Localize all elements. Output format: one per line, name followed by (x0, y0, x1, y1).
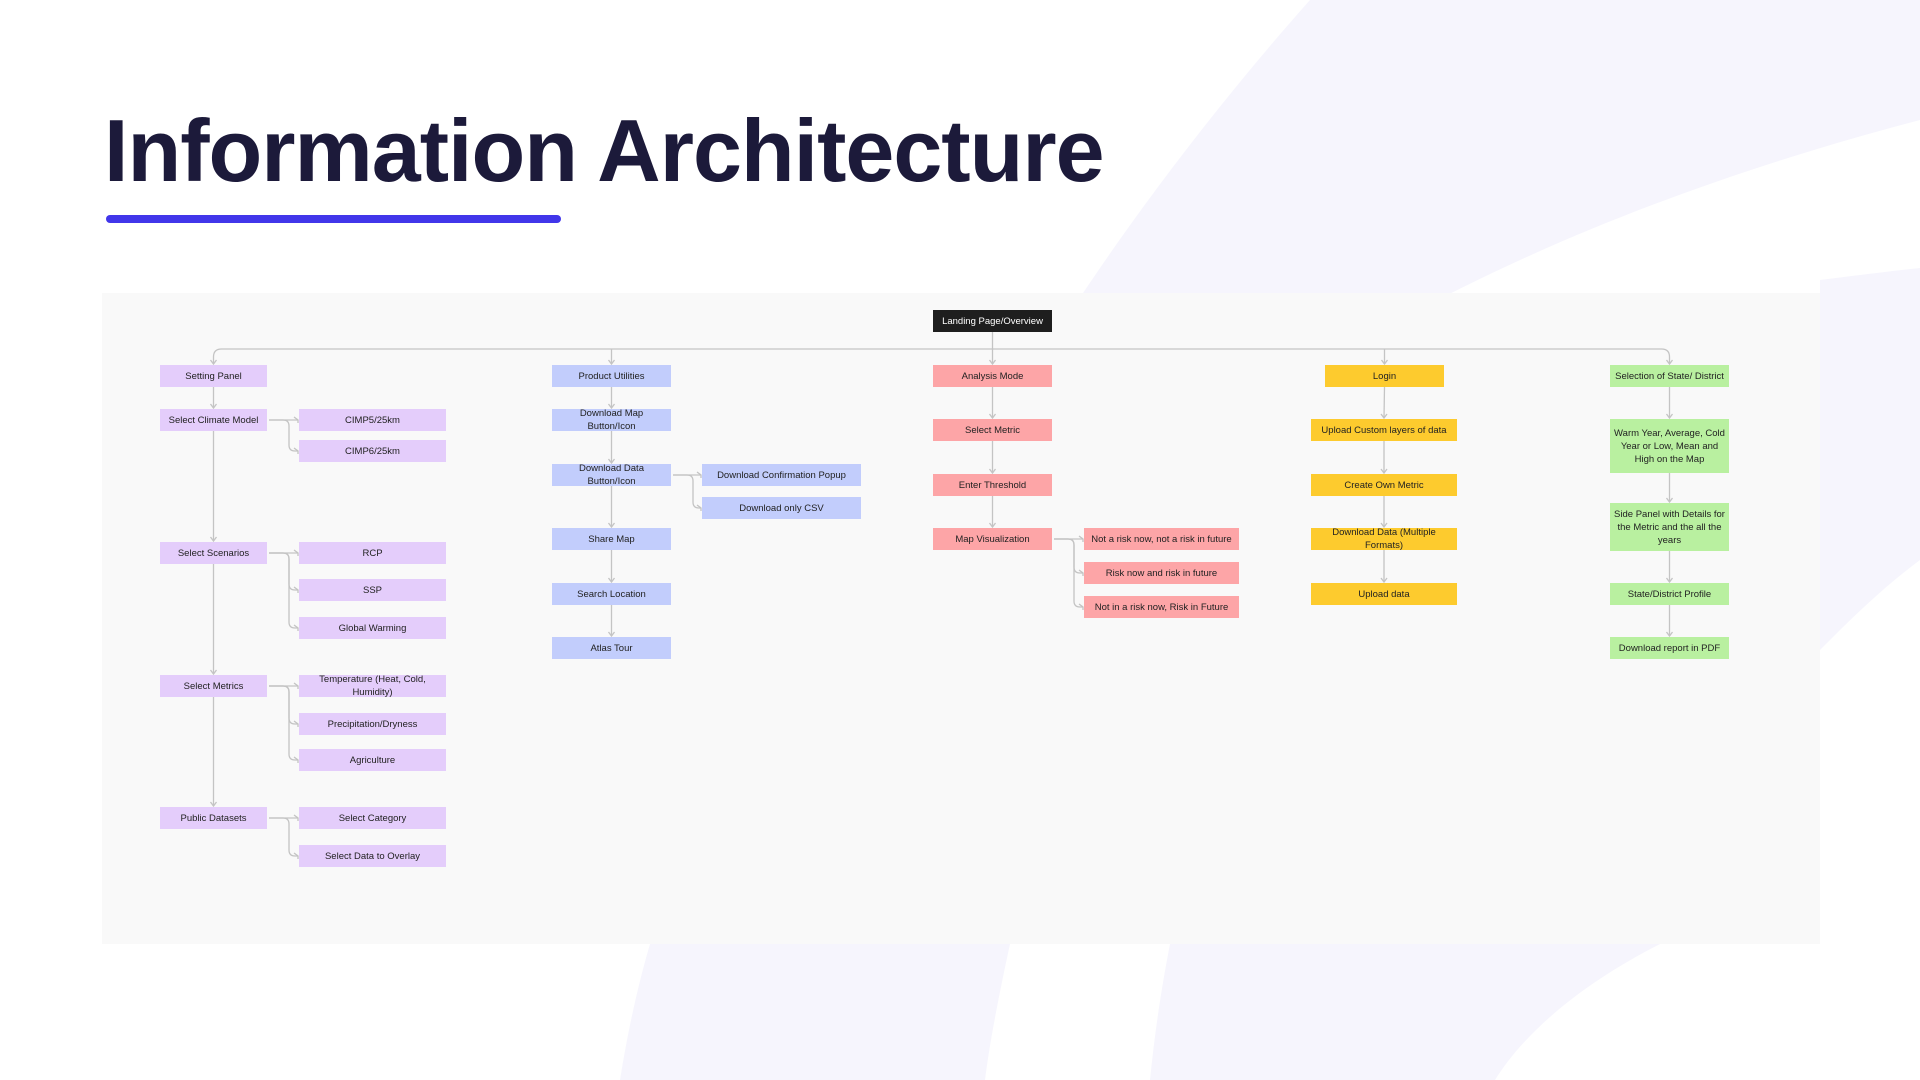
diagram-node: Atlas Tour (552, 637, 671, 659)
title-underline (106, 215, 561, 223)
node-state-selection: Selection of State/ District (1610, 365, 1729, 387)
node-analysis-mode: Analysis Mode (933, 365, 1052, 387)
diagram-node: Not a risk now, not a risk in future (1084, 528, 1239, 550)
node-setting-panel: Setting Panel (160, 365, 267, 387)
diagram-node: Select Climate Model (160, 409, 267, 431)
node-login: Login (1325, 365, 1444, 387)
diagram-node: Upload data (1311, 583, 1457, 605)
diagram-node: State/District Profile (1610, 583, 1729, 605)
diagram-node: Create Own Metric (1311, 474, 1457, 496)
page-title: Information Architecture (104, 101, 1105, 200)
diagram-node: Select Category (299, 807, 446, 829)
diagram-node: Select Metric (933, 419, 1052, 441)
diagram-node: Risk now and risk in future (1084, 562, 1239, 584)
diagram-node: Download Confirmation Popup (702, 464, 861, 486)
diagram-node: Temperature (Heat, Cold, Humidity) (299, 674, 446, 698)
diagram-node: Global Warming (299, 617, 446, 639)
diagram-node: Upload Custom layers of data (1311, 419, 1457, 441)
diagram-node: Download Data (Multiple Formats) (1311, 527, 1457, 551)
diagram-node: Public Datasets (160, 807, 267, 829)
diagram-node: CIMP5/25km (299, 409, 446, 431)
node-product-utilities: Product Utilities (552, 365, 671, 387)
diagram-node: Download Data Button/Icon (552, 463, 671, 487)
diagram-node: Select Data to Overlay (299, 845, 446, 867)
diagram-node: Share Map (552, 528, 671, 550)
diagram-node: Download only CSV (702, 497, 861, 519)
diagram-node: Search Location (552, 583, 671, 605)
diagram-node: Not in a risk now, Risk in Future (1084, 596, 1239, 618)
diagram-node: Agriculture (299, 749, 446, 771)
root-node-landing-page: Landing Page/Overview (933, 310, 1052, 332)
diagram-node: Warm Year, Average, Cold Year or Low, Me… (1610, 419, 1729, 473)
diagram-node: Enter Threshold (933, 474, 1052, 496)
diagram-node: Select Scenarios (160, 542, 267, 564)
diagram-node: Map Visualization (933, 528, 1052, 550)
diagram-node: SSP (299, 579, 446, 601)
diagram-node: Download Map Button/Icon (552, 408, 671, 432)
diagram-node: Side Panel with Details for the Metric a… (1610, 503, 1729, 551)
diagram-node: Download report in PDF (1610, 637, 1729, 659)
diagram-node: RCP (299, 542, 446, 564)
diagram-node: CIMP6/25km (299, 440, 446, 462)
diagram-node: Select Metrics (160, 675, 267, 697)
diagram-node: Precipitation/Dryness (299, 713, 446, 735)
